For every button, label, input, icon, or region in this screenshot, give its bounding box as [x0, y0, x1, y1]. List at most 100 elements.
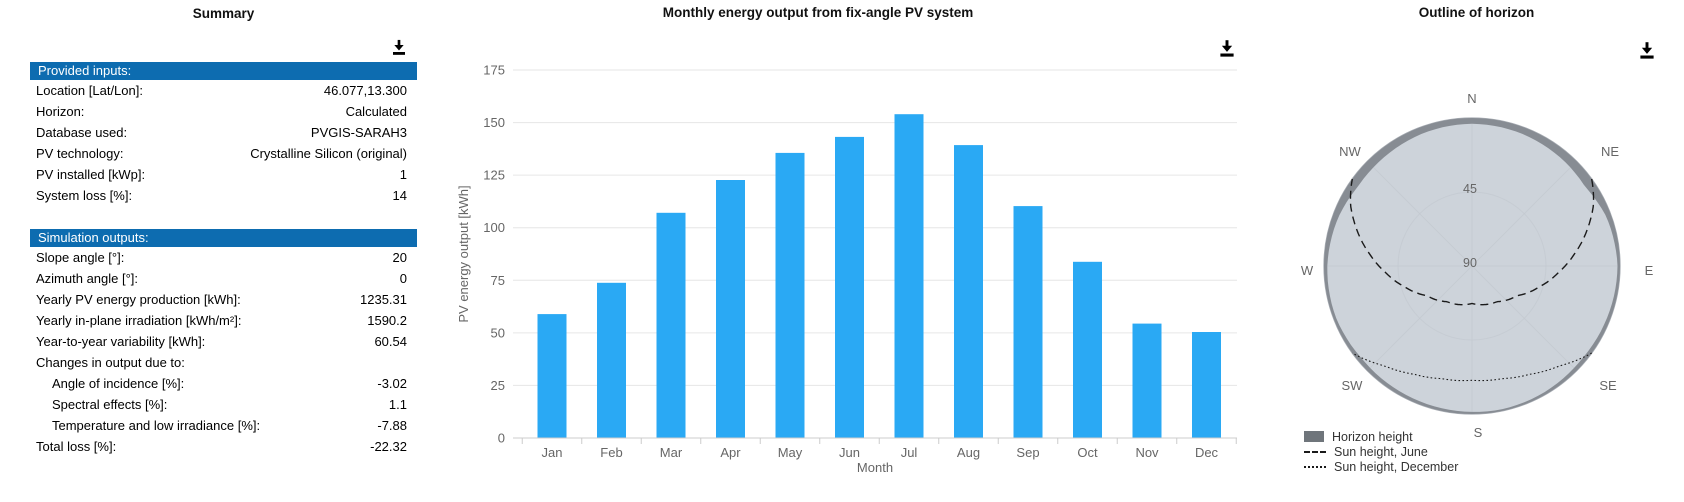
y-tick-label: 150 — [483, 115, 505, 130]
bar-feb[interactable] — [597, 282, 626, 438]
legend-item-sun-june: Sun height, June — [1304, 444, 1458, 459]
x-tick-label: Jan — [542, 445, 563, 460]
summary-row: Yearly in-plane irradiation [kWh/m²]: 159… — [30, 310, 417, 331]
bar-sep[interactable] — [1013, 206, 1043, 438]
summary-row: Temperature and low irradiance [%]: -7.88 — [30, 415, 417, 436]
summary-row: Spectral effects [%]: 1.1 — [30, 394, 417, 415]
summary-row: PV installed [kWp]: 1 — [30, 164, 417, 185]
row-value: 60.54 — [374, 334, 407, 349]
compass-label-sw: SW — [1342, 378, 1364, 393]
y-tick-label: 50 — [491, 325, 505, 340]
summary-row: Database used: PVGIS-SARAH3 — [30, 122, 417, 143]
summary-row: Azimuth angle [°]: 0 — [30, 268, 417, 289]
row-value: Crystalline Silicon (original) — [250, 146, 407, 161]
horizon-chart-title: Outline of horizon — [1418, 5, 1535, 20]
x-axis-title: Month — [857, 460, 893, 475]
compass-label-se: SE — [1599, 378, 1617, 393]
bar-oct[interactable] — [1073, 261, 1102, 438]
summary-download-button[interactable] — [389, 37, 409, 57]
compass-label-s: S — [1474, 425, 1483, 440]
sun-height-december-curve — [1352, 352, 1592, 382]
compass-label-w: W — [1301, 263, 1314, 278]
x-tick-label: Mar — [660, 445, 683, 460]
row-label: Changes in output due to: — [36, 355, 185, 370]
bar-may[interactable] — [775, 152, 805, 438]
radial-tick-label-90: 90 — [1463, 256, 1477, 270]
compass-label-nw: NW — [1339, 144, 1361, 159]
summary-row: Angle of incidence [%]: -3.02 — [30, 373, 417, 394]
row-label: PV technology: — [36, 146, 124, 161]
simulation-outputs-header: Simulation outputs: — [30, 229, 417, 247]
row-value: 1 — [399, 167, 407, 182]
horizon-download-button[interactable] — [1636, 39, 1658, 61]
row-label: Database used: — [36, 125, 128, 140]
row-value: 20 — [392, 250, 407, 265]
bar-nov[interactable] — [1132, 323, 1162, 438]
row-label: Year-to-year variability [kWh]: — [36, 334, 206, 349]
summary-row: Changes in output due to: — [30, 352, 417, 373]
horizon-legend: Horizon height Sun height, June Sun heig… — [1304, 429, 1458, 474]
y-axis-title: PV energy output [kWh] — [456, 185, 471, 322]
summary-row: System loss [%]: 14 — [30, 185, 417, 206]
y-tick-label: 75 — [491, 273, 505, 288]
row-label: Total loss [%]: — [36, 439, 117, 454]
row-value: PVGIS-SARAH3 — [310, 125, 407, 140]
row-label: Slope angle [°]: — [36, 250, 125, 265]
x-tick-label: Dec — [1195, 445, 1219, 460]
y-tick-label: 125 — [483, 168, 505, 183]
provided-inputs-header: Provided inputs: — [30, 62, 417, 80]
row-value: 1.1 — [388, 397, 407, 412]
download-icon — [1220, 40, 1234, 57]
bar-jan[interactable] — [537, 314, 567, 438]
row-label: Yearly in-plane irradiation [kWh/m²]: — [36, 313, 242, 328]
row-value: Calculated — [345, 104, 407, 119]
download-icon — [393, 39, 405, 55]
sun-june-dashed-swatch — [1304, 450, 1326, 453]
sun-december-dotted-swatch — [1304, 465, 1326, 468]
summary-row: Horizon: Calculated — [30, 101, 417, 122]
horizon-polar-chart: N NE E SE S SW W NW 45 90 — [1301, 91, 1654, 440]
summary-row: PV technology: Crystalline Silicon (origi… — [30, 143, 417, 164]
summary-row: Total loss [%]: -22.32 — [30, 436, 417, 457]
summary-row: Location [Lat/Lon]: 46.077,13.300 — [30, 80, 417, 101]
polar-ring-45 — [1397, 191, 1547, 341]
monthly-bar-chart: 0 25 50 75 100 125 150 175 Jan Feb Mar Apr May Jun Jul… — [456, 63, 1237, 475]
row-label: System loss [%]: — [36, 188, 133, 203]
bar-dec[interactable] — [1192, 332, 1221, 438]
monthly-chart-title: Monthly energy output from fix-angle PV … — [662, 5, 974, 20]
row-value: 1235.31 — [360, 292, 407, 307]
bar-apr[interactable] — [716, 180, 745, 438]
row-label: PV installed [kWp]: — [36, 167, 146, 182]
compass-label-e: E — [1645, 263, 1654, 278]
legend-item-sun-december: Sun height, December — [1304, 459, 1458, 474]
x-tick-label: Jun — [839, 445, 860, 460]
legend-item-horizon-height: Horizon height — [1304, 429, 1458, 444]
row-label: Spectral effects [%]: — [52, 397, 168, 412]
bar-aug[interactable] — [954, 145, 983, 438]
x-tick-label: Oct — [1077, 445, 1098, 460]
bar-jul[interactable] — [894, 114, 924, 438]
provided-inputs-table: Location [Lat/Lon]: 46.077,13.300 Horizon:… — [30, 80, 417, 206]
row-value: -3.02 — [377, 376, 407, 391]
y-tick-label: 175 — [483, 63, 505, 78]
bar-mar[interactable] — [656, 212, 686, 438]
radial-tick-label-45: 45 — [1463, 182, 1477, 196]
row-label: Yearly PV energy production [kWh]: — [36, 292, 241, 307]
horizon-panel: Outline of horizon N NE E SE S SW W NW 45 90 — [1240, 0, 1684, 502]
summary-row: Year-to-year variability [kWh]: 60.54 — [30, 331, 417, 352]
summary-row: Slope angle [°]: 20 — [30, 247, 417, 268]
monthly-chart-panel: Monthly energy output from fix-angle PV … — [430, 0, 1250, 502]
y-tick-label: 100 — [483, 220, 505, 235]
monthly-chart-download-button[interactable] — [1216, 37, 1238, 59]
row-value: 14 — [392, 188, 407, 203]
legend-label: Sun height, June — [1334, 444, 1428, 459]
x-tick-label: Nov — [1135, 445, 1159, 460]
simulation-outputs-table: Slope angle [°]: 20 Azimuth angle [°]: 0 Yea… — [30, 247, 417, 457]
horizon-height-swatch — [1304, 431, 1324, 442]
row-value: -7.88 — [377, 418, 407, 433]
x-tick-label: May — [778, 445, 803, 460]
row-label: Azimuth angle [°]: — [36, 271, 139, 286]
bar-jun[interactable] — [835, 136, 864, 438]
legend-label: Horizon height — [1332, 429, 1413, 444]
legend-label: Sun height, December — [1334, 459, 1459, 474]
